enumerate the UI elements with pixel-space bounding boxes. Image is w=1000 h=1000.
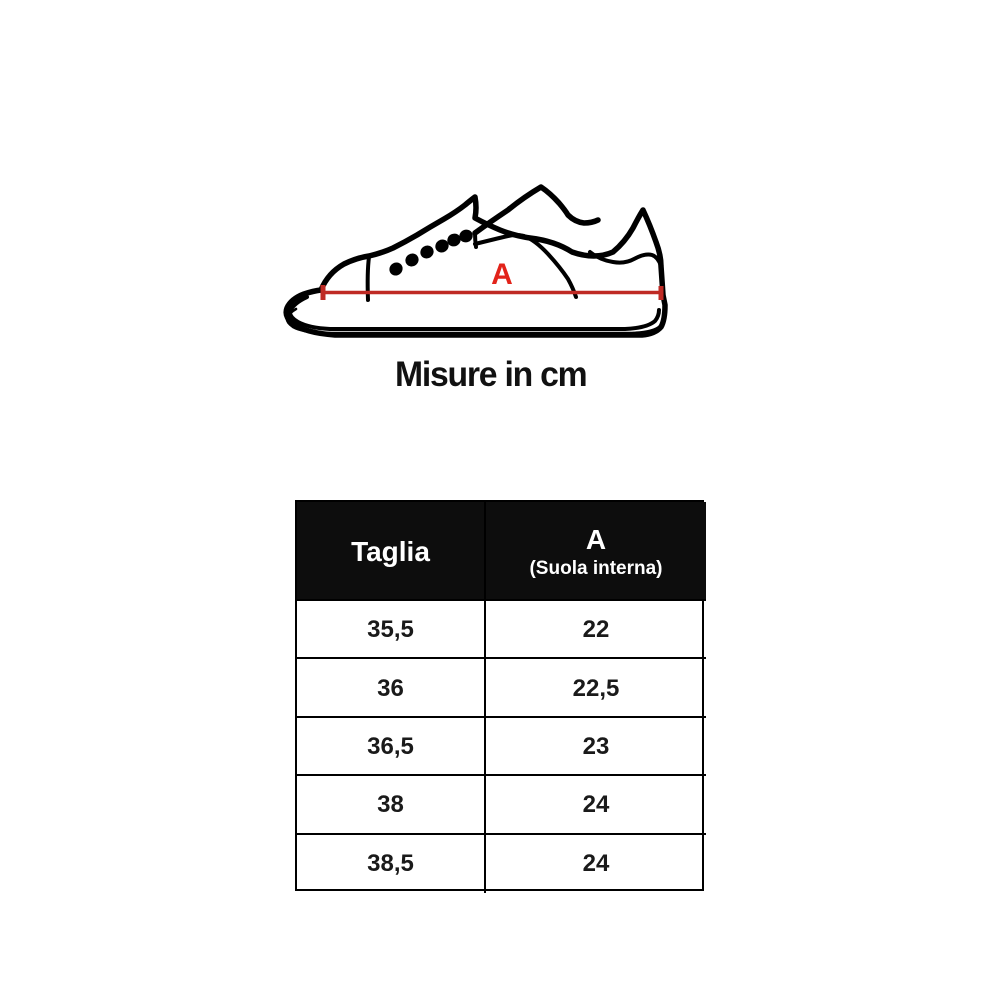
svg-text:A: A [491, 258, 513, 291]
